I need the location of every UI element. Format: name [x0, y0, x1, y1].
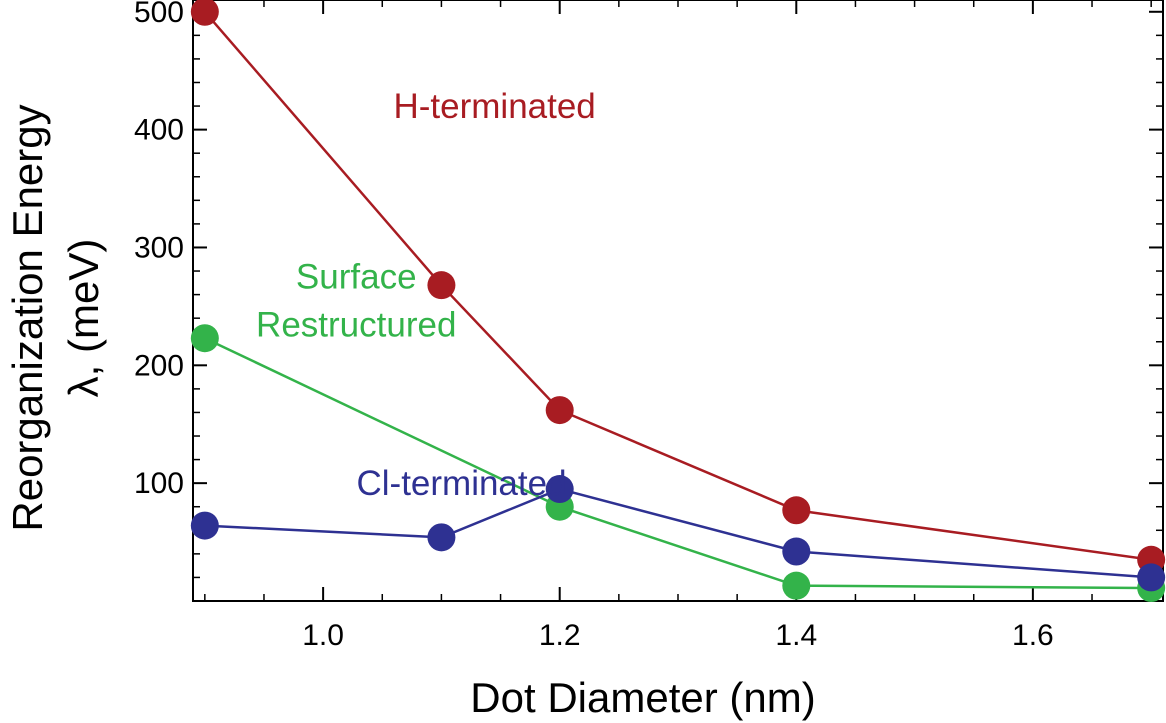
series-label-h-terminated: H-terminated: [393, 87, 595, 126]
series-label-surface-restructured: Restructured: [256, 306, 456, 345]
series-line-cl-terminated: [204, 487, 1152, 579]
data-point-h-terminated: [427, 271, 456, 300]
y-axis-title-unit: λ, (meV): [60, 239, 107, 398]
series-line-surface-restructured: [204, 337, 1152, 590]
series-lines: [203, 10, 1152, 590]
y-tick-label: 100: [134, 467, 184, 500]
axis-ticks: 1.0 1.2 1.4 1.6 100 200 300 400 500: [134, 0, 1163, 652]
series-markers: [190, 0, 1166, 603]
x-tick-label: 1.4: [775, 619, 817, 652]
y-tick-label: 200: [134, 349, 184, 382]
series-labels: H-terminated Surface Restructured Cl-termin…: [256, 87, 596, 503]
data-point-h-terminated: [190, 0, 219, 26]
series-label-surface-restructured: Surface: [296, 258, 417, 297]
data-point-cl-terminated: [1137, 563, 1166, 592]
data-point-cl-terminated: [190, 511, 219, 540]
y-axis-title: Reorganization Energy: [4, 104, 51, 531]
x-tick-label: 1.0: [302, 619, 344, 652]
y-tick-label: 400: [134, 114, 184, 147]
data-point-surface-restructured: [782, 571, 811, 600]
x-tick-label: 1.2: [539, 619, 581, 652]
data-point-cl-terminated: [427, 523, 456, 552]
data-point-cl-terminated: [545, 475, 574, 504]
data-point-h-terminated: [782, 496, 811, 525]
x-axis-title: Dot Diameter (nm): [470, 674, 815, 721]
y-tick-label: 300: [134, 231, 184, 264]
plot-frame: [192, 0, 1164, 602]
data-point-h-terminated: [545, 396, 574, 425]
data-point-cl-terminated: [782, 537, 811, 566]
x-tick-label: 1.6: [1012, 619, 1054, 652]
series-label-cl-terminated: Cl-terminated: [356, 464, 566, 503]
y-tick-label: 500: [134, 0, 184, 29]
data-point-surface-restructured: [190, 324, 219, 353]
